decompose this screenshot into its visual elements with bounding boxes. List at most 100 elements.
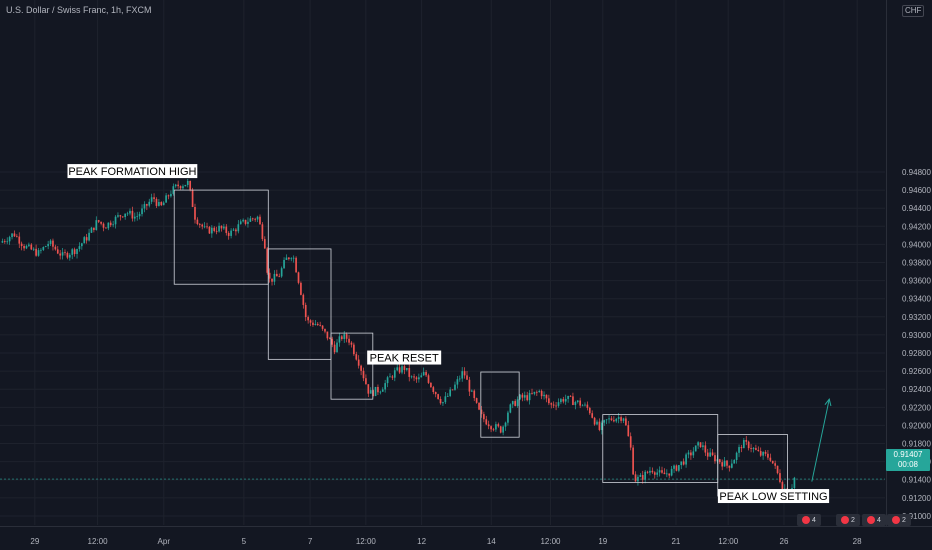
candle-body (622, 418, 625, 421)
candle-body (535, 391, 538, 393)
candle-body (711, 452, 714, 456)
candle-body (483, 414, 485, 420)
candle-body (61, 252, 64, 256)
candle-body (694, 445, 697, 452)
candle-body (131, 210, 134, 219)
candle-body (658, 470, 661, 473)
candle-body (478, 402, 480, 410)
candle-body (194, 206, 196, 220)
candle-body (381, 389, 384, 392)
candle-body (143, 204, 146, 209)
candle-body (391, 376, 394, 378)
candle-body (54, 246, 57, 250)
candle-body (468, 379, 471, 392)
candle-body (730, 463, 733, 468)
event-count: 2 (902, 516, 906, 524)
candle-body (336, 342, 338, 353)
currency-label[interactable]: CHF (902, 5, 925, 17)
candle-body (302, 294, 305, 305)
candle-body (511, 401, 514, 405)
candle-body (379, 391, 382, 393)
candle-body (755, 448, 757, 450)
candle-body (196, 219, 199, 225)
candle-body (613, 420, 615, 422)
candle-body (326, 331, 329, 339)
candle-body (781, 482, 784, 490)
candle-body (531, 392, 533, 394)
event-flag-2[interactable]: 2 (836, 514, 860, 526)
candle-body (526, 395, 529, 401)
candle-body (632, 447, 634, 475)
candle-body (146, 204, 148, 206)
candle-body (283, 259, 285, 269)
candle-body (473, 390, 476, 399)
candle-body (150, 197, 153, 202)
candle-body (596, 421, 598, 425)
candle-body (95, 220, 98, 230)
candle-body (141, 208, 143, 215)
candle-body (593, 417, 596, 425)
time-tick-label: 14 (487, 537, 496, 546)
price-tick-label: 0.92400 (902, 385, 931, 394)
candle-body (177, 184, 179, 187)
candle-body (721, 462, 724, 467)
candle-body (514, 401, 517, 406)
candle-body (384, 383, 387, 390)
candle-body (480, 409, 483, 415)
candle-body (254, 218, 257, 220)
price-axis: 0.94800 0.94600 0.94400 0.94200 0.94000 0.938… (902, 168, 931, 521)
price-tick-label: 0.94200 (902, 222, 931, 231)
candle-body (230, 230, 232, 236)
event-flag-3[interactable]: 4 (862, 514, 886, 526)
candle-body (374, 387, 377, 397)
candle-body (133, 216, 136, 219)
price-tick-label: 0.92000 (902, 421, 931, 430)
annotation-box (173, 189, 269, 285)
candle-body (495, 424, 497, 430)
event-flag-4[interactable]: 2 (887, 514, 911, 526)
candle-body (769, 457, 772, 461)
flag-icon (802, 516, 811, 524)
event-flag-1[interactable]: 4 (797, 514, 821, 526)
candle-body (682, 461, 685, 465)
candle-body (56, 249, 59, 254)
candle-body (516, 399, 519, 406)
candle-body (610, 418, 613, 421)
candle-body (427, 375, 430, 383)
candle-body (49, 240, 52, 244)
candle-body (735, 452, 738, 461)
candle-body (771, 460, 774, 464)
candle-body (543, 394, 545, 397)
candle-body (600, 422, 603, 430)
candle-body (562, 399, 565, 402)
candle-body (405, 367, 408, 370)
candle-body (13, 233, 16, 237)
candle-body (153, 197, 155, 199)
candle-body (509, 404, 512, 413)
candle-body (304, 304, 307, 318)
candle-body (319, 324, 322, 326)
price-tick-label: 0.92800 (902, 349, 931, 358)
candle-body (114, 216, 117, 225)
time-tick-label: 26 (780, 537, 789, 546)
candle-body (617, 417, 620, 419)
candle-body (184, 184, 187, 187)
time-axis-border (0, 526, 932, 527)
annotation-label: PEAK FORMATION HIGH (68, 166, 196, 178)
candle-body (210, 227, 213, 234)
candle-body (540, 390, 543, 397)
time-tick-label: 12 (417, 537, 426, 546)
candle-body (396, 367, 399, 371)
candle-body (699, 442, 702, 448)
chart-grid (0, 0, 885, 525)
candle-body (521, 394, 524, 398)
candle-body (73, 249, 76, 254)
candle-body (651, 470, 654, 473)
candle-body (463, 371, 466, 376)
candle-body (430, 382, 432, 388)
event-count: 4 (812, 516, 816, 524)
price-tick-label: 0.94600 (902, 186, 931, 195)
symbol-title[interactable]: U.S. Dollar / Swiss Franc, 1h, FXCM (6, 5, 152, 15)
candle-body (432, 387, 435, 392)
